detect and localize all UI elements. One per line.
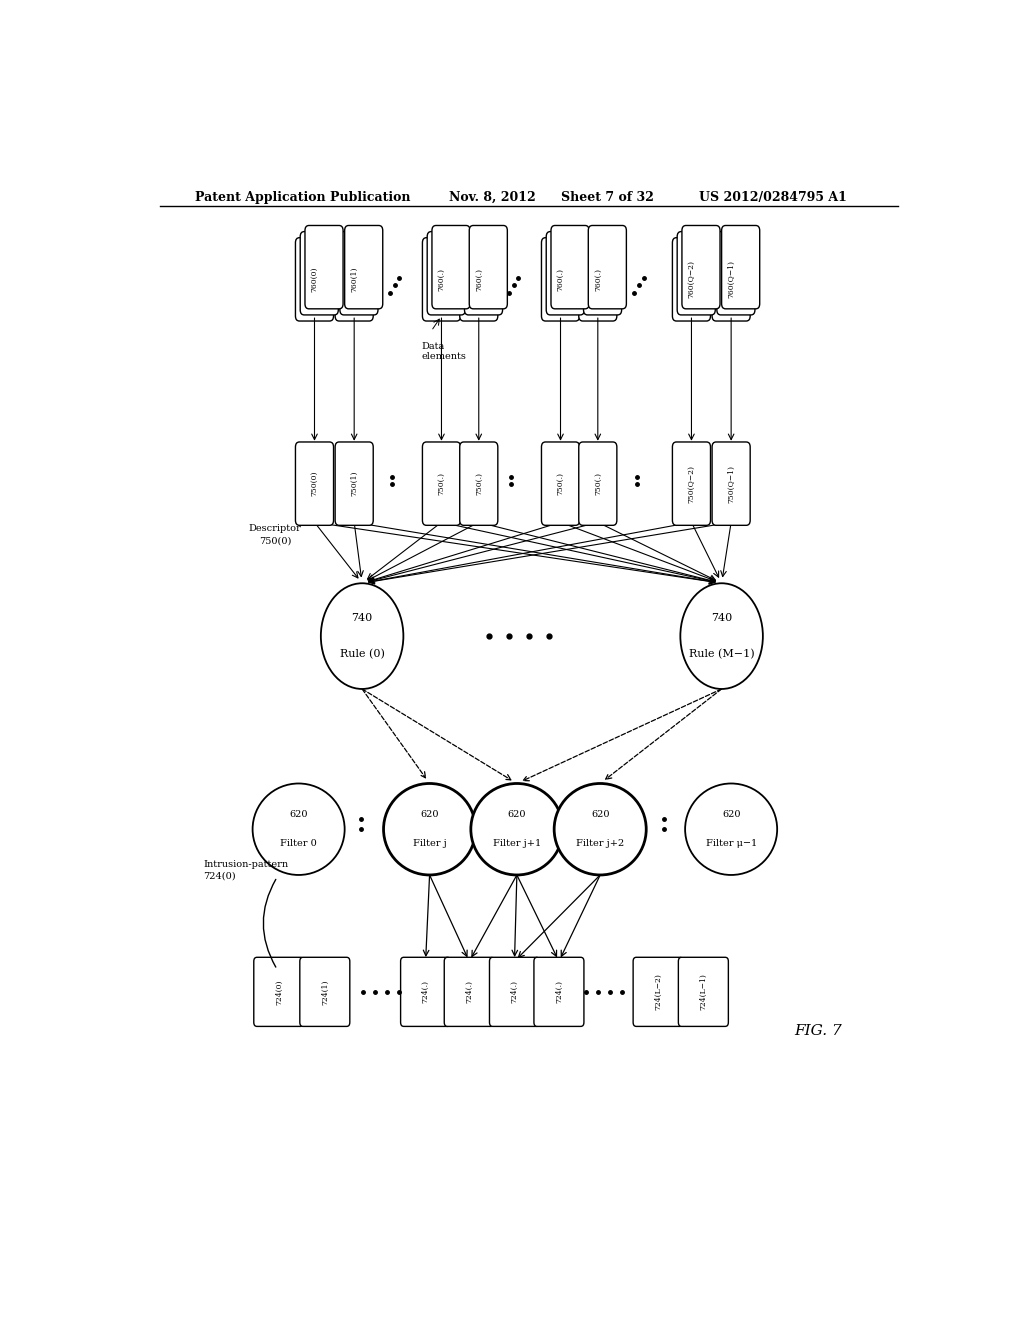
FancyBboxPatch shape: [423, 238, 461, 321]
FancyBboxPatch shape: [579, 442, 616, 525]
FancyBboxPatch shape: [678, 957, 728, 1027]
Text: 740: 740: [711, 612, 732, 623]
FancyBboxPatch shape: [542, 442, 580, 525]
Text: 750(.): 750(.): [437, 473, 445, 495]
FancyBboxPatch shape: [335, 238, 373, 321]
Text: Filter 0: Filter 0: [281, 840, 317, 847]
Text: US 2012/0284795 A1: US 2012/0284795 A1: [699, 191, 847, 203]
Text: 760(1): 760(1): [350, 267, 358, 292]
Ellipse shape: [554, 784, 646, 875]
Text: Filter μ−1: Filter μ−1: [706, 840, 757, 847]
FancyBboxPatch shape: [296, 238, 334, 321]
Text: 750(.): 750(.): [475, 473, 482, 495]
FancyBboxPatch shape: [489, 957, 540, 1027]
Ellipse shape: [471, 784, 563, 875]
Text: Filter j+1: Filter j+1: [493, 840, 541, 847]
Text: 724(L−2): 724(L−2): [654, 973, 663, 1010]
FancyBboxPatch shape: [444, 957, 495, 1027]
Text: 760(Q−2): 760(Q−2): [687, 260, 695, 298]
FancyBboxPatch shape: [682, 226, 720, 309]
FancyBboxPatch shape: [534, 957, 584, 1027]
Text: Patent Application Publication: Patent Application Publication: [196, 191, 411, 203]
FancyBboxPatch shape: [673, 238, 711, 321]
Text: 724(1): 724(1): [321, 979, 329, 1005]
Text: 724(0): 724(0): [274, 979, 283, 1005]
FancyBboxPatch shape: [673, 442, 711, 525]
Text: Rule (0): Rule (0): [340, 649, 385, 660]
Text: 724(.): 724(.): [422, 981, 430, 1003]
Text: 750(.): 750(.): [556, 473, 564, 495]
FancyBboxPatch shape: [633, 957, 683, 1027]
Text: 760(Q−1): 760(Q−1): [727, 260, 735, 298]
Text: 620: 620: [508, 810, 526, 820]
Text: Nov. 8, 2012: Nov. 8, 2012: [450, 191, 537, 203]
Text: 760(0): 760(0): [310, 267, 318, 292]
FancyBboxPatch shape: [712, 442, 751, 525]
FancyBboxPatch shape: [465, 231, 503, 315]
Text: 750(.): 750(.): [594, 473, 602, 495]
FancyBboxPatch shape: [427, 231, 465, 315]
Text: 750(Q−1): 750(Q−1): [727, 465, 735, 503]
Text: 620: 620: [722, 810, 740, 820]
Text: 760(.): 760(.): [594, 268, 602, 290]
FancyBboxPatch shape: [469, 226, 507, 309]
Text: Filter j+2: Filter j+2: [577, 840, 625, 847]
FancyBboxPatch shape: [546, 231, 585, 315]
FancyBboxPatch shape: [300, 957, 350, 1027]
Text: 724(0): 724(0): [204, 873, 236, 880]
Text: 724(.): 724(.): [465, 981, 473, 1003]
Circle shape: [321, 583, 403, 689]
Text: 620: 620: [591, 810, 609, 820]
FancyBboxPatch shape: [400, 957, 451, 1027]
FancyBboxPatch shape: [254, 957, 304, 1027]
Text: 760(.): 760(.): [556, 268, 564, 290]
Text: 620: 620: [290, 810, 308, 820]
FancyBboxPatch shape: [551, 226, 589, 309]
Ellipse shape: [253, 784, 345, 875]
Circle shape: [680, 583, 763, 689]
Ellipse shape: [384, 784, 475, 875]
FancyBboxPatch shape: [335, 442, 373, 525]
FancyBboxPatch shape: [677, 231, 715, 315]
Text: 740: 740: [351, 612, 373, 623]
FancyBboxPatch shape: [584, 231, 622, 315]
Text: 724(.): 724(.): [511, 981, 518, 1003]
FancyBboxPatch shape: [300, 231, 338, 315]
Text: Filter j: Filter j: [413, 840, 446, 847]
FancyBboxPatch shape: [423, 442, 461, 525]
Text: Rule (M−1): Rule (M−1): [689, 649, 755, 660]
Ellipse shape: [685, 784, 777, 875]
FancyBboxPatch shape: [460, 238, 498, 321]
FancyBboxPatch shape: [305, 226, 343, 309]
Text: 724(L−1): 724(L−1): [699, 973, 708, 1010]
FancyBboxPatch shape: [717, 231, 755, 315]
FancyBboxPatch shape: [432, 226, 470, 309]
Text: Intrusion-pattern: Intrusion-pattern: [204, 859, 289, 869]
FancyBboxPatch shape: [542, 238, 580, 321]
FancyBboxPatch shape: [712, 238, 751, 321]
Text: 750(0): 750(0): [310, 471, 318, 496]
FancyBboxPatch shape: [345, 226, 383, 309]
FancyBboxPatch shape: [460, 442, 498, 525]
FancyBboxPatch shape: [296, 442, 334, 525]
FancyBboxPatch shape: [722, 226, 760, 309]
Text: Descriptor: Descriptor: [249, 524, 301, 533]
Text: 750(0): 750(0): [259, 536, 291, 545]
Text: 750(1): 750(1): [350, 471, 358, 496]
FancyBboxPatch shape: [579, 238, 616, 321]
Text: FIG. 7: FIG. 7: [795, 1024, 843, 1039]
Text: 750(Q−2): 750(Q−2): [687, 465, 695, 503]
Text: 760(.): 760(.): [475, 268, 482, 290]
FancyBboxPatch shape: [340, 231, 378, 315]
Text: Sheet 7 of 32: Sheet 7 of 32: [560, 191, 653, 203]
Text: 760(.): 760(.): [437, 268, 445, 290]
Text: 620: 620: [420, 810, 439, 820]
FancyBboxPatch shape: [588, 226, 627, 309]
Text: Data
elements: Data elements: [422, 342, 467, 362]
Text: 724(.): 724(.): [555, 981, 563, 1003]
